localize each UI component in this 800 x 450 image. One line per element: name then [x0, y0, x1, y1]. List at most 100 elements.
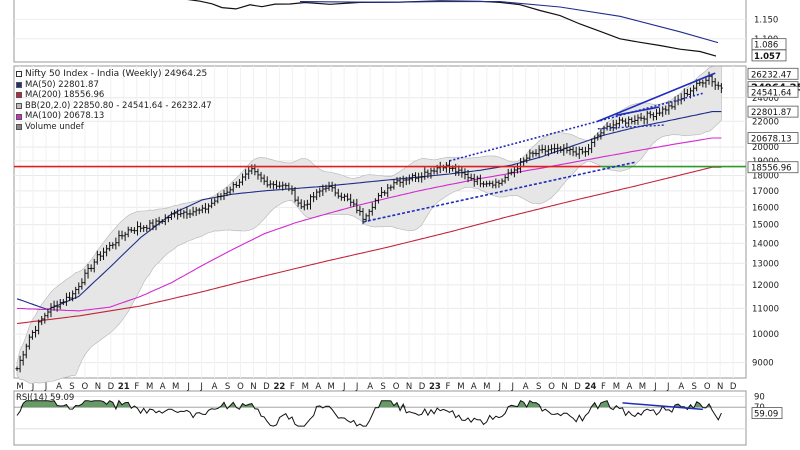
chart-title: Nifty 50 Index - India (Weekly) 24964.25	[16, 69, 212, 80]
legend-entry-ma100: MA(100) 20678.13	[16, 111, 212, 122]
x-tick-label: S	[536, 382, 541, 392]
x-tick-label: J	[44, 382, 48, 392]
legend-entry-ma200: MA(200) 18556.96	[16, 90, 212, 101]
x-tick-label: M	[172, 382, 179, 392]
price-tag-label: 26232.47	[751, 70, 792, 80]
y-tick-label: 14000	[752, 239, 779, 249]
x-tick-label: 22	[273, 382, 285, 392]
x-tick-label: D	[419, 382, 426, 392]
rsi-title: RSI(14) 59.09	[16, 393, 75, 403]
x-tick-label: N	[406, 382, 412, 392]
rsi-last-tag-box	[751, 407, 783, 419]
x-tick-label: 24	[585, 382, 597, 392]
legend-entry-bb: BB(20,2.0) 22850.80 - 24541.64 - 26232.4…	[16, 101, 212, 112]
x-tick-label: A	[160, 382, 166, 392]
top-ma-line	[299, 1, 719, 44]
price-tag-box	[747, 132, 799, 144]
price-tag-box	[747, 85, 799, 98]
y-tick-label: 22000	[752, 117, 779, 127]
top-ratio-line	[187, 0, 717, 57]
x-tick-label: A	[56, 382, 62, 392]
rsi-overbought-fill	[17, 400, 722, 408]
top-price-tag-box	[751, 49, 787, 62]
legend-swatch-icon	[16, 113, 22, 120]
price-tag-label: 18556.96	[751, 164, 792, 174]
rsi-panel-frame	[13, 390, 747, 446]
price-tag-box	[747, 105, 799, 118]
x-tick-label: J	[199, 382, 203, 392]
x-tick-label: A	[315, 382, 321, 392]
y-tick-label: 17000	[752, 187, 779, 197]
x-tick-label: M	[16, 382, 23, 392]
y-tick-label: 12000	[752, 281, 779, 291]
x-tick-label: M	[613, 382, 620, 392]
trendline-channel-bottom	[597, 124, 666, 130]
title-icon	[16, 71, 22, 78]
x-tick-label: F	[601, 382, 606, 392]
price-tag-label: 22801.87	[751, 108, 792, 118]
x-tick-label: M	[639, 382, 646, 392]
top-price-tag-label: 1.057	[754, 52, 781, 62]
x-tick-label: A	[523, 382, 529, 392]
x-tick-label: M	[457, 382, 464, 392]
x-tick-label: O	[237, 382, 244, 392]
trendline-lower-dashed	[362, 161, 636, 223]
top-price-tag-label: 1.086	[754, 41, 778, 51]
y-tick-label: 9000	[752, 359, 774, 369]
price-tag-box	[747, 161, 799, 174]
x-tick-label: J	[510, 382, 514, 392]
x-tick-label: M	[483, 382, 490, 392]
y-tick-label: 10000	[752, 330, 779, 340]
trendline-channel-top	[597, 72, 716, 123]
x-tick-label: 23	[429, 382, 441, 392]
legend-swatch-icon	[16, 81, 22, 88]
x-tick-label: M	[302, 382, 309, 392]
trendline-short	[616, 106, 660, 117]
x-tick-label: J	[31, 382, 35, 392]
x-tick-label: D	[108, 382, 115, 392]
x-tick-label: O	[393, 382, 400, 392]
price-tag-label: 20678.13	[751, 135, 792, 145]
top-y-tick-label: 1.150	[754, 15, 778, 25]
x-tick-label: J	[666, 382, 670, 392]
top-panel-frame	[13, 0, 747, 63]
x-tick-label: N	[717, 382, 723, 392]
x-tick-label: N	[250, 382, 256, 392]
x-tick-label: A	[678, 382, 684, 392]
x-tick-label: J	[653, 382, 657, 392]
x-tick-label: D	[730, 382, 737, 392]
x-tick-label: O	[548, 382, 555, 392]
x-tick-label: A	[212, 382, 218, 392]
x-tick-label: S	[69, 382, 74, 392]
x-tick-label: N	[561, 382, 567, 392]
main-panel-frame	[13, 65, 747, 379]
y-tick-label: 11000	[752, 304, 779, 314]
y-tick-label: 24000	[752, 94, 779, 104]
price-tag-label: 24541.64	[751, 88, 792, 98]
y-tick-label: 20000	[752, 143, 779, 153]
price-bars	[15, 71, 723, 373]
x-tick-label: S	[380, 382, 385, 392]
y-tick-label: 18000	[752, 171, 779, 181]
rsi-last-tag-label: 59.09	[754, 410, 778, 420]
x-tick-label: J	[186, 382, 190, 392]
x-tick-label: F	[445, 382, 450, 392]
legend-entry-volume: Volume undef	[16, 122, 212, 133]
x-tick-label: D	[263, 382, 270, 392]
y-tick-label: 16000	[752, 203, 779, 213]
x-tick-label: O	[704, 382, 711, 392]
rsi-level-label: 90	[754, 392, 765, 402]
x-tick-label: J	[355, 382, 359, 392]
rsi-line	[16, 399, 722, 427]
x-tick-label: F	[134, 382, 139, 392]
x-tick-label: J	[342, 382, 346, 392]
y-tick-label: 13000	[752, 259, 779, 269]
rsi-divergence-line	[622, 402, 703, 411]
x-tick-label: M	[328, 382, 335, 392]
x-tick-label: N	[95, 382, 101, 392]
legend-entry-ma50: MA(50) 22801.87	[16, 80, 212, 91]
x-tick-label: S	[692, 382, 697, 392]
x-tick-label: S	[225, 382, 230, 392]
